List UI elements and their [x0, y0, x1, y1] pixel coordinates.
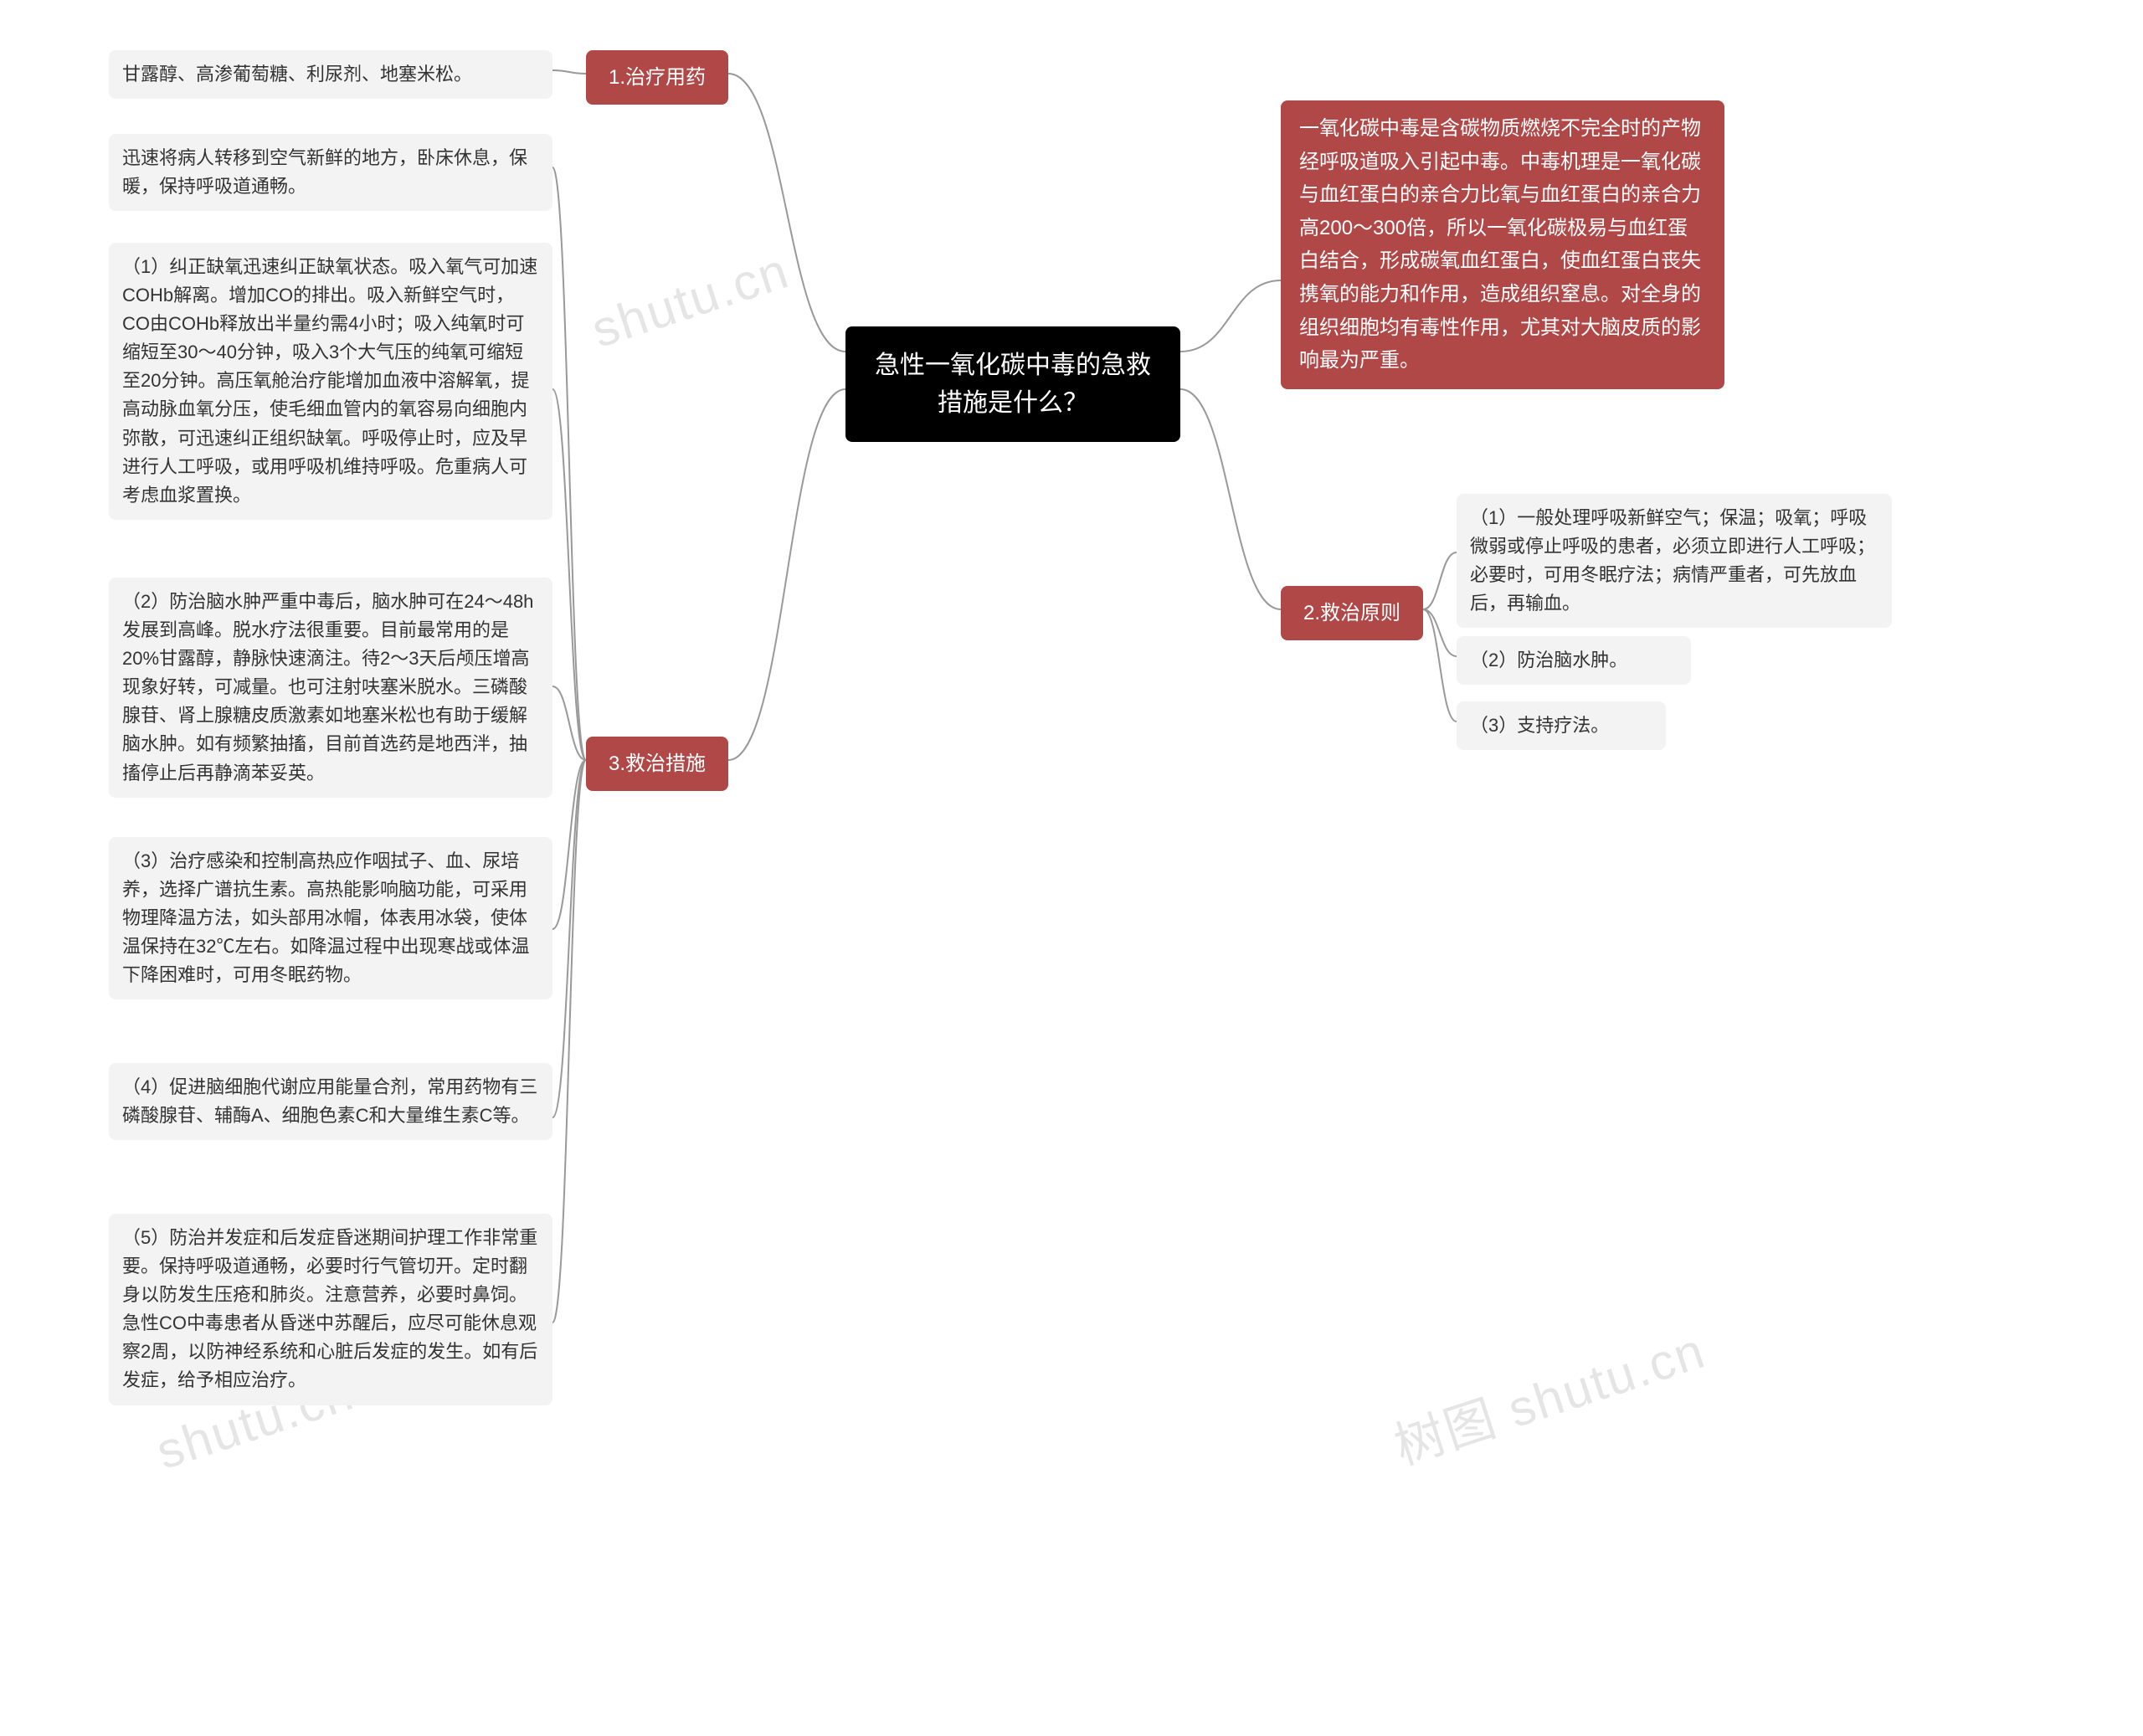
branch-2[interactable]: 2.救治原则 — [1281, 586, 1423, 640]
branch-2-label: 2.救治原则 — [1303, 598, 1400, 629]
leaf-3-0[interactable]: 迅速将病人转移到空气新鲜的地方，卧床休息，保暖，保持呼吸道通畅。 — [109, 134, 552, 211]
branch-1-label: 1.治疗用药 — [609, 62, 706, 93]
leaf-3-5[interactable]: （5）防治并发症和后发症昏迷期间护理工作非常重要。保持呼吸道通畅，必要时行气管切… — [109, 1214, 552, 1405]
watermark: 树图 shutu.cn — [1384, 1310, 1714, 1479]
leaf-3-4[interactable]: （4）促进脑细胞代谢应用能量合剂，常用药物有三磷酸腺苷、辅酶A、细胞色素C和大量… — [109, 1063, 552, 1140]
leaf-3-4-text: （4）促进脑细胞代谢应用能量合剂，常用药物有三磷酸腺苷、辅酶A、细胞色素C和大量… — [122, 1073, 539, 1130]
branch-3-label: 3.救治措施 — [609, 748, 706, 779]
leaf-3-5-text: （5）防治并发症和后发症昏迷期间护理工作非常重要。保持呼吸道通畅，必要时行气管切… — [122, 1224, 539, 1395]
leaf-3-0-text: 迅速将病人转移到空气新鲜的地方，卧床休息，保暖，保持呼吸道通畅。 — [122, 144, 539, 201]
leaf-2-2[interactable]: （2）防治脑水肿。 — [1457, 636, 1691, 685]
watermark: shutu.cn — [585, 241, 796, 359]
leaf-3-2-text: （2）防治脑水肿严重中毒后，脑水肿可在24～48h发展到高峰。脱水疗法很重要。目… — [122, 588, 539, 788]
intro-text: 一氧化碳中毒是含碳物质燃烧不完全时的产物经呼吸道吸入引起中毒。中毒机理是一氧化碳… — [1299, 112, 1706, 378]
mindmap-canvas: shutu.cn 树图 shutu.cn shutu.cn — [0, 0, 2143, 1736]
branch-1[interactable]: 1.治疗用药 — [586, 50, 728, 105]
leaf-2-2-text: （2）防治脑水肿。 — [1470, 646, 1627, 675]
leaf-3-1-text: （1）纠正缺氧迅速纠正缺氧状态。吸入氧气可加速COHb解离。增加CO的排出。吸入… — [122, 253, 539, 510]
leaf-3-3-text: （3）治疗感染和控制高热应作咽拭子、血、尿培养，选择广谱抗生素。高热能影响脑功能… — [122, 847, 539, 989]
root-node[interactable]: 急性一氧化碳中毒的急救措施是什么？ — [845, 326, 1180, 442]
leaf-2-1-text: （1）一般处理呼吸新鲜空气；保温；吸氧；呼吸微弱或停止呼吸的患者，必须立即进行人… — [1470, 504, 1878, 618]
leaf-2-1[interactable]: （1）一般处理呼吸新鲜空气；保温；吸氧；呼吸微弱或停止呼吸的患者，必须立即进行人… — [1457, 494, 1892, 628]
leaf-3-1[interactable]: （1）纠正缺氧迅速纠正缺氧状态。吸入氧气可加速COHb解离。增加CO的排出。吸入… — [109, 243, 552, 520]
leaf-1-1[interactable]: 甘露醇、高渗葡萄糖、利尿剂、地塞米松。 — [109, 50, 552, 99]
branch-3[interactable]: 3.救治措施 — [586, 737, 728, 791]
leaf-1-1-text: 甘露醇、高渗葡萄糖、利尿剂、地塞米松。 — [122, 60, 472, 89]
root-title: 急性一氧化碳中毒的急救措施是什么？ — [867, 347, 1159, 422]
intro-node[interactable]: 一氧化碳中毒是含碳物质燃烧不完全时的产物经呼吸道吸入引起中毒。中毒机理是一氧化碳… — [1281, 100, 1724, 389]
leaf-2-3[interactable]: （3）支持疗法。 — [1457, 701, 1666, 750]
leaf-2-3-text: （3）支持疗法。 — [1470, 711, 1609, 740]
leaf-3-3[interactable]: （3）治疗感染和控制高热应作咽拭子、血、尿培养，选择广谱抗生素。高热能影响脑功能… — [109, 837, 552, 999]
leaf-3-2[interactable]: （2）防治脑水肿严重中毒后，脑水肿可在24～48h发展到高峰。脱水疗法很重要。目… — [109, 578, 552, 798]
